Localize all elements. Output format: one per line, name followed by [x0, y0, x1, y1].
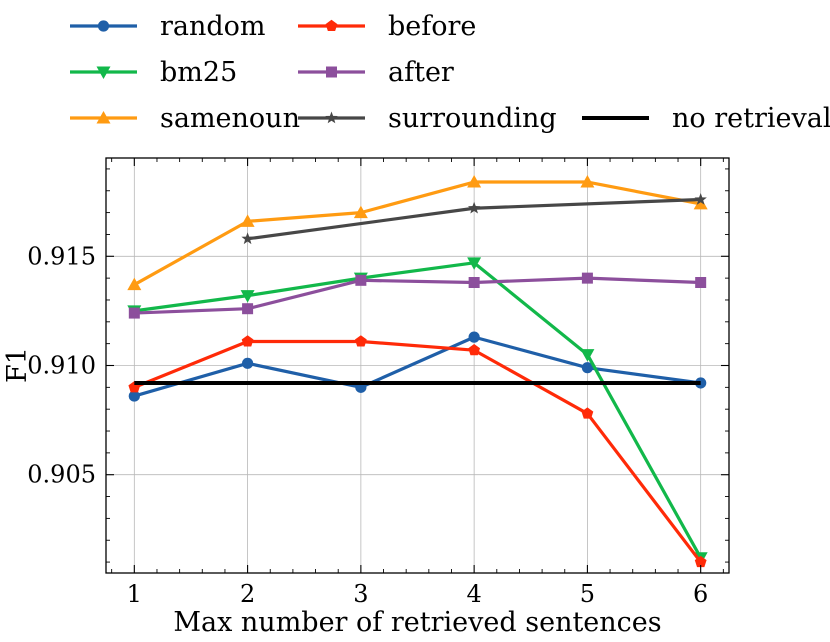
data-point-bm25 [467, 257, 482, 270]
legend-label-bm25: bm25 [160, 57, 237, 88]
legend-label-after: after [388, 57, 454, 88]
data-point-samenoun [580, 175, 595, 188]
series-before [128, 335, 707, 568]
legend-item-after: after [298, 57, 454, 88]
legend-label-no-retrieval: no retrieval [672, 103, 830, 134]
data-point-surrounding [241, 232, 254, 245]
legend-item-random: random [70, 11, 266, 42]
data-point-bm25 [240, 290, 255, 303]
x-tick-label: 6 [693, 580, 708, 608]
x-tick-label: 3 [353, 580, 368, 608]
data-point-surrounding [467, 201, 481, 214]
series-samenoun [127, 175, 708, 291]
y-axis-label: F1 [2, 347, 33, 383]
data-point-before [581, 407, 594, 419]
series-after [128, 272, 707, 319]
grid [106, 158, 729, 573]
y-tick-label: 0.910 [27, 352, 96, 380]
x-tick-label: 5 [580, 580, 595, 608]
legend-marker-random [97, 20, 110, 32]
data-point-after [128, 307, 140, 319]
series-line-random [133, 335, 701, 398]
ticks: 1 2 3 4 5 6 0.905 0.910 0.915 [27, 158, 729, 608]
data-point-bm25 [580, 349, 595, 362]
legend-marker-after [326, 66, 337, 78]
x-tick-label: 2 [240, 580, 255, 608]
x-tick-label: 1 [127, 580, 142, 608]
legend: random bm25 samenoun before after surrounding… [70, 11, 830, 134]
series-bm25 [127, 257, 708, 565]
x-axis-label: Max number of retrieved sentences [173, 607, 661, 638]
legend-label-before: before [388, 11, 476, 42]
data-point-random [468, 331, 480, 343]
legend-marker-bm25 [96, 66, 111, 79]
series-line-samenoun [133, 180, 701, 287]
data-point-after [242, 303, 254, 315]
data-point-samenoun [353, 205, 368, 219]
legend-label-surrounding: surrounding [388, 103, 557, 134]
data-point-random [581, 362, 594, 374]
legend-item-no-retrieval: no retrieval [582, 103, 830, 134]
legend-marker-samenoun [96, 111, 111, 124]
data-point-surrounding [694, 193, 707, 205]
data-point-before [468, 344, 481, 356]
series-line-before [133, 339, 702, 564]
legend-item-surrounding: surrounding [298, 103, 557, 134]
x-tick-label: 4 [466, 580, 481, 608]
legend-marker-surrounding [325, 111, 338, 124]
data-point-samenoun [240, 214, 255, 227]
data-point-samenoun [127, 277, 142, 291]
data-point-samenoun [467, 175, 482, 188]
data-point-before [694, 555, 707, 568]
data-point-random [695, 377, 707, 389]
legend-label-samenoun: samenoun [160, 103, 300, 134]
y-tick-label: 0.915 [27, 242, 96, 270]
series-line-after [134, 276, 701, 315]
data-point-before [241, 335, 254, 347]
data-point-samenoun [693, 196, 708, 210]
data-point-after [695, 277, 707, 288]
data-point-after [355, 274, 367, 286]
legend-item-samenoun: samenoun [70, 103, 300, 134]
data-point-random [128, 390, 140, 402]
y-tick-label: 0.905 [27, 461, 96, 489]
data-point-after [581, 272, 593, 284]
legend-item-bm25: bm25 [70, 57, 237, 88]
data-point-before [354, 335, 367, 347]
series-surrounding [241, 193, 707, 245]
legend-item-before: before [298, 11, 476, 42]
data-point-after [468, 277, 480, 288]
legend-marker-before [325, 19, 338, 32]
series-random [128, 331, 707, 402]
series-layer [127, 175, 708, 568]
series-line-bm25 [134, 261, 703, 559]
data-point-random [241, 357, 254, 369]
plot-area: 1 2 3 4 5 6 0.905 0.910 0.915 [27, 157, 730, 608]
legend-label-random: random [160, 11, 266, 42]
